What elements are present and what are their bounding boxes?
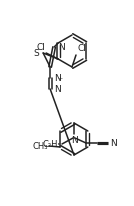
Text: Cl: Cl (77, 44, 86, 53)
Text: C₂H₅: C₂H₅ (42, 140, 61, 149)
Text: N: N (71, 135, 77, 144)
Text: N: N (54, 85, 61, 94)
Text: N: N (58, 42, 65, 51)
Text: N: N (54, 74, 61, 83)
Text: Cl: Cl (36, 43, 45, 52)
Text: CH₃: CH₃ (33, 142, 48, 151)
Text: +: + (58, 76, 63, 81)
Text: N: N (110, 139, 117, 148)
Text: S: S (33, 49, 39, 58)
